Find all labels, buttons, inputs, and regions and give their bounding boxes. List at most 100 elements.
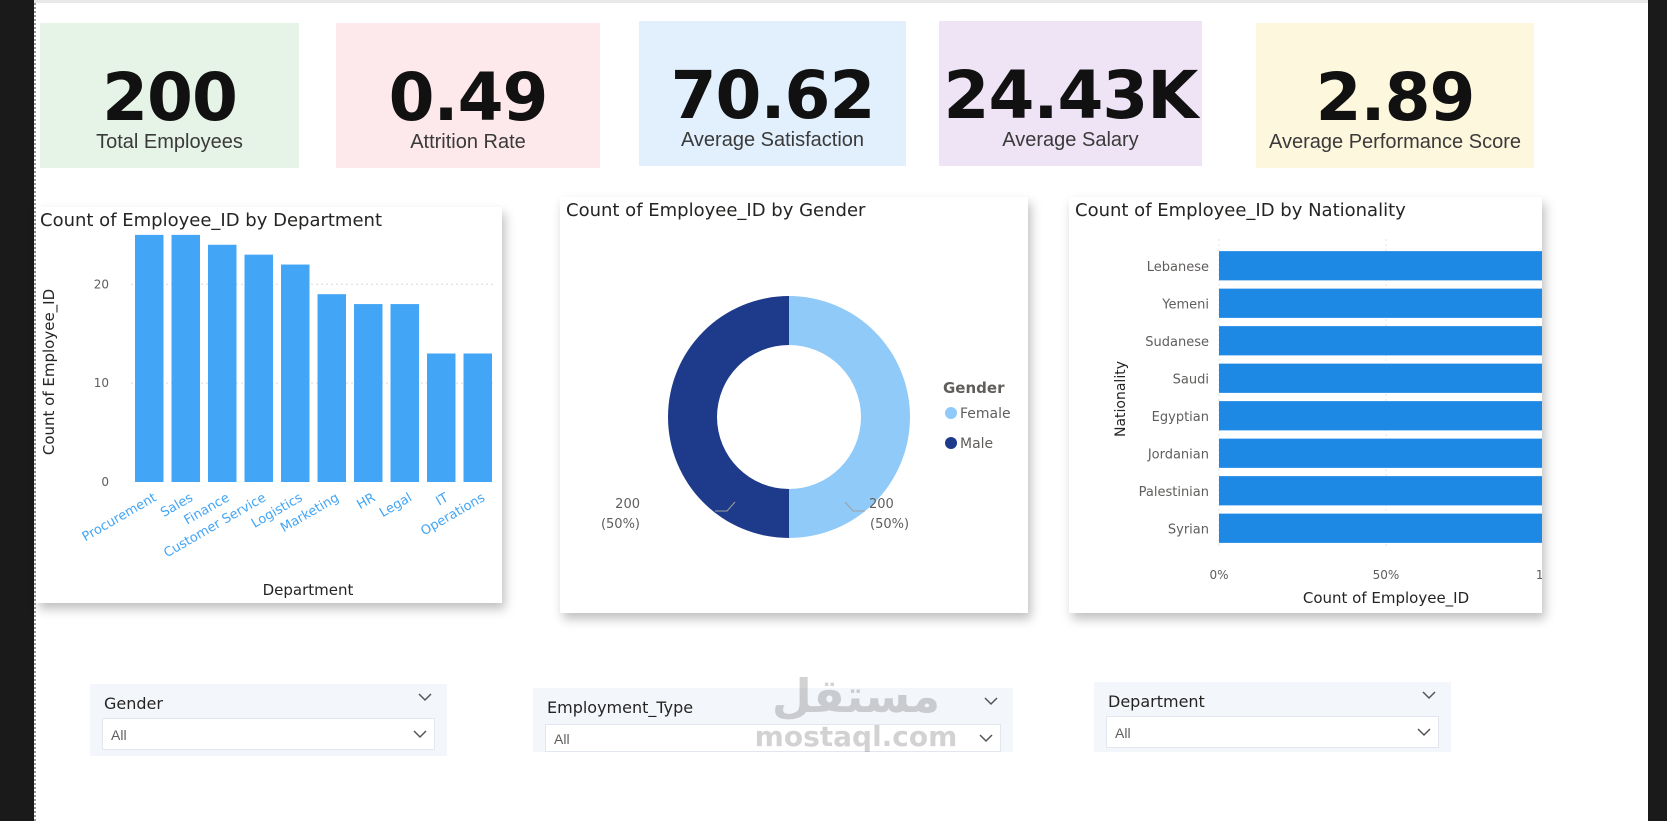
- y-tick-label: Palestinian: [1139, 485, 1209, 500]
- kpi-label: Attrition Rate: [410, 131, 526, 153]
- watermark: مستقل mostaql.com: [746, 670, 966, 762]
- x-tick-label: Procurement: [80, 490, 159, 545]
- slicer-gender[interactable]: Gender All: [90, 684, 447, 756]
- bar[interactable]: [208, 244, 237, 482]
- slicer-dropdown[interactable]: All: [102, 718, 435, 750]
- legend-label[interactable]: Female: [960, 406, 1011, 422]
- slicer-dropdown[interactable]: All: [545, 724, 1001, 752]
- chevron-down-icon[interactable]: [417, 692, 433, 702]
- y-tick-label: 10: [94, 376, 109, 390]
- slicer-dropdown[interactable]: All: [1106, 716, 1439, 748]
- y-axis-title: Nationality: [1113, 361, 1129, 437]
- bar[interactable]: [281, 264, 310, 482]
- y-tick-label: Lebanese: [1147, 260, 1209, 275]
- slicer-value: All: [1115, 725, 1131, 741]
- kpi-average-salary[interactable]: 24.43K Average Salary: [939, 21, 1202, 166]
- donut-slice-female[interactable]: [789, 296, 910, 538]
- kpi-label: Average Performance Score: [1269, 131, 1521, 153]
- legend-marker: [945, 407, 957, 419]
- leader-line: [844, 501, 865, 512]
- x-axis-title: Department: [263, 581, 354, 599]
- bar[interactable]: [427, 353, 456, 483]
- x-tick-label: HR: [354, 490, 378, 512]
- data-label-male: 200: [615, 497, 640, 512]
- kpi-attrition-rate[interactable]: 0.49 Attrition Rate: [336, 23, 600, 168]
- top-divider: [34, 0, 1648, 3]
- slicer-value: All: [111, 727, 127, 743]
- slicer-label: Department: [1108, 692, 1205, 711]
- data-label-male-pct: (50%): [601, 517, 640, 532]
- kpi-label: Average Salary: [1002, 129, 1139, 151]
- canvas-border: [34, 0, 38, 821]
- department-chart-card[interactable]: Count of Employee_ID by Department 0 10 20…: [36, 207, 502, 603]
- kpi-value: 200: [102, 59, 238, 136]
- bar[interactable]: [1219, 326, 1542, 356]
- data-label-female: 200: [869, 497, 894, 512]
- watermark-arabic: مستقل: [771, 669, 941, 723]
- y-tick-label: Sudanese: [1145, 335, 1209, 350]
- slicer-label: Gender: [104, 694, 163, 713]
- chevron-down-icon[interactable]: [978, 733, 994, 743]
- kpi-value: 2.89: [1315, 59, 1476, 136]
- bar[interactable]: [1219, 288, 1542, 318]
- report-canvas: 200 Total Employees 0.49 Attrition Rate …: [34, 0, 1648, 821]
- slicer-label: Employment_Type: [547, 698, 694, 717]
- bar[interactable]: [1219, 438, 1542, 468]
- bar[interactable]: [1219, 476, 1542, 506]
- chart-title: Count of Employee_ID by Gender: [566, 200, 866, 221]
- bar[interactable]: [1219, 401, 1542, 431]
- bar[interactable]: [171, 234, 200, 482]
- x-tick-label: 100%: [1536, 568, 1542, 582]
- legend-title: Gender: [943, 379, 1005, 397]
- kpi-label: Total Employees: [96, 131, 243, 153]
- y-tick-label: Yemeni: [1161, 297, 1209, 312]
- y-tick-label: 20: [94, 277, 109, 291]
- y-tick-label: Saudi: [1173, 372, 1209, 387]
- x-tick-label: 50%: [1373, 568, 1400, 582]
- bar[interactable]: [1219, 363, 1542, 393]
- watermark-latin: mostaql.com: [754, 720, 958, 753]
- bar[interactable]: [1219, 251, 1542, 281]
- kpi-average-performance[interactable]: 2.89 Average Performance Score: [1256, 23, 1534, 168]
- chart-title: Count of Employee_ID by Nationality: [1075, 200, 1406, 221]
- bar[interactable]: [354, 304, 383, 482]
- slicer-department[interactable]: Department All: [1094, 682, 1451, 752]
- nationality-chart-card[interactable]: Count of Employee_ID by Nationality 0% 50…: [1069, 197, 1542, 613]
- kpi-total-employees[interactable]: 200 Total Employees: [40, 23, 299, 168]
- chevron-down-icon[interactable]: [1416, 727, 1432, 737]
- x-tick-label: Operations: [418, 490, 488, 539]
- leader-line: [715, 501, 736, 512]
- y-tick-label: Syrian: [1168, 522, 1209, 537]
- x-tick-label: Legal: [377, 490, 415, 520]
- gender-chart-card[interactable]: Count of Employee_ID by Gender 200 (50%) 2…: [560, 197, 1028, 613]
- slicer-employment-type[interactable]: Employment_Type All: [533, 688, 1013, 752]
- y-axis-title: Count of Employee_ID: [40, 289, 59, 455]
- bar[interactable]: [244, 254, 273, 482]
- chevron-down-icon[interactable]: [983, 696, 999, 706]
- kpi-value: 24.43K: [943, 57, 1199, 134]
- bar[interactable]: [1219, 513, 1542, 543]
- y-tick-label: Egyptian: [1152, 410, 1209, 425]
- y-tick-label: 0: [101, 475, 109, 489]
- chart-title: Count of Employee_ID by Department: [40, 210, 383, 231]
- bar[interactable]: [463, 353, 492, 483]
- x-tick-label: IT: [434, 490, 452, 509]
- x-tick-label: 0%: [1209, 568, 1228, 582]
- legend-label[interactable]: Male: [960, 436, 993, 452]
- kpi-value: 0.49: [388, 59, 549, 136]
- chevron-down-icon[interactable]: [412, 729, 428, 739]
- bar[interactable]: [135, 234, 164, 482]
- slicer-value: All: [554, 731, 570, 747]
- x-axis-title: Count of Employee_ID: [1303, 589, 1469, 608]
- donut-slice-male[interactable]: [668, 296, 789, 538]
- bar[interactable]: [317, 294, 346, 482]
- chevron-down-icon[interactable]: [1421, 690, 1437, 700]
- kpi-label: Average Satisfaction: [680, 129, 865, 151]
- gender-donut-chart: 200 (50%) 200 (50%) Gender Female Male: [601, 296, 1011, 538]
- y-tick-label: Jordanian: [1147, 447, 1209, 462]
- bar[interactable]: [390, 304, 419, 482]
- legend-marker: [945, 437, 957, 449]
- nationality-bar-chart: 0% 50% 100% Lebanese Yemeni Sudanese Saudi Egyp…: [1113, 239, 1542, 608]
- kpi-average-satisfaction[interactable]: 70.62 Average Satisfaction: [639, 21, 906, 166]
